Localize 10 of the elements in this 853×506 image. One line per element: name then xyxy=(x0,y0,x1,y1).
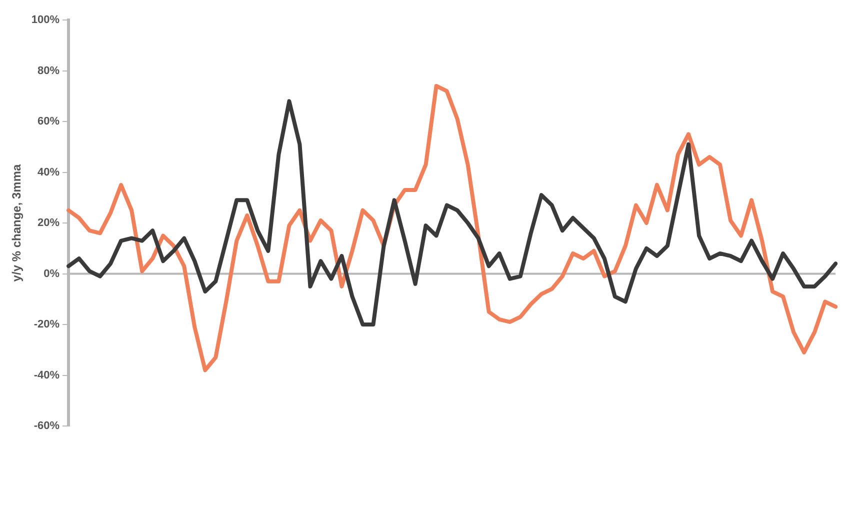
y-tick-label: 100% xyxy=(31,14,60,26)
y-tick-label: 80% xyxy=(38,64,60,77)
y-tick-label: -20% xyxy=(34,318,60,331)
y-tick-label: 40% xyxy=(38,166,60,178)
y-tick-label: -60% xyxy=(34,420,60,432)
y-tick-label: 20% xyxy=(38,217,60,230)
y-tick-label: 60% xyxy=(38,116,60,128)
y-axis-title: y/y % change, 3mma xyxy=(10,164,24,282)
y-tick-label: -40% xyxy=(34,369,60,382)
y-tick-label: 0% xyxy=(44,268,60,280)
